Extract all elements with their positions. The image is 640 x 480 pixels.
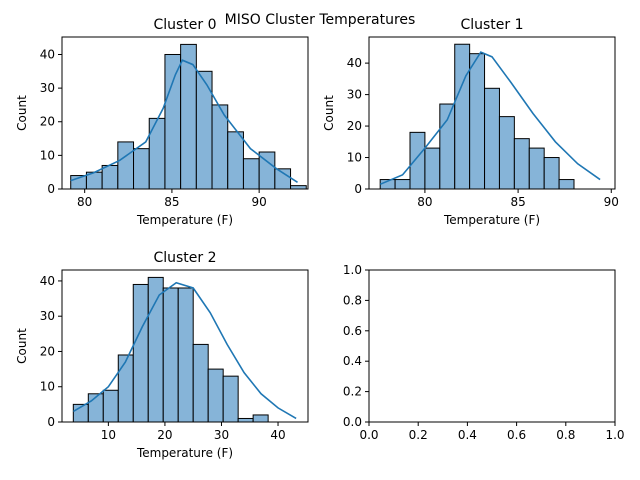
x-tick-label: 0.0 — [359, 428, 378, 442]
histogram-bar — [207, 368, 224, 423]
histogram-bar — [528, 147, 545, 190]
histogram-bar — [117, 141, 135, 190]
subplot-0: 80 85 90 0 10 20 30 40 Cluster 0 Temperature (F) C… — [15, 17, 309, 227]
kde-line — [72, 281, 297, 420]
axes-frame — [61, 269, 309, 423]
histogram-bar — [558, 179, 575, 190]
y-tick-label: 1.0 — [343, 263, 362, 277]
x-tick-label: 90 — [252, 195, 267, 209]
y-tick-label: 30 — [40, 309, 55, 323]
histogram-bar — [454, 43, 471, 190]
y-tick-label: 20 — [40, 115, 55, 129]
y-tick-label: 20 — [40, 344, 55, 358]
y-tick-label: 0.2 — [343, 385, 362, 399]
y-axis-label: Count — [15, 95, 29, 131]
x-tick-label: 10 — [101, 428, 116, 442]
subplot-title: Cluster 0 — [153, 17, 216, 33]
histogram-bar — [424, 147, 441, 190]
y-tick-label: 40 — [40, 47, 55, 61]
y-tick-label: 40 — [40, 274, 55, 288]
histogram-bar — [102, 389, 119, 423]
x-axis-label: Temperature (F) — [443, 213, 540, 227]
y-tick-label: 10 — [40, 380, 55, 394]
x-axis-label: Temperature (F) — [136, 446, 233, 460]
y-tick-label: 10 — [347, 151, 362, 165]
x-tick-label: 0.6 — [507, 428, 526, 442]
x-tick-label: 80 — [77, 195, 92, 209]
histogram-bar — [164, 53, 182, 190]
histogram-bar — [484, 87, 500, 190]
subplot-title: Cluster 1 — [460, 17, 523, 33]
histogram-bar — [147, 276, 164, 423]
x-tick-label: 90 — [604, 195, 619, 209]
kde-line — [379, 51, 601, 186]
x-tick-label: 0.4 — [458, 428, 477, 442]
histogram-bar — [469, 53, 486, 190]
y-tick-label: 30 — [347, 88, 362, 102]
y-tick-label: 20 — [347, 119, 362, 133]
histogram-bar — [101, 164, 119, 190]
x-tick-label: 80 — [417, 195, 432, 209]
y-tick-label: 0 — [47, 415, 55, 429]
y-tick-label: 0.4 — [343, 354, 362, 368]
histogram-bar — [162, 287, 179, 423]
histogram-bar — [513, 138, 530, 190]
subplot-1: 80 85 90 0 10 20 30 40 Cluster 1 Temperature (F) C… — [322, 17, 619, 227]
x-tick-label: 20 — [157, 428, 172, 442]
histogram-bar — [133, 148, 150, 190]
subplot-3: 0.0 0.2 0.4 0.6 0.8 1.0 0.0 0.2 0.4 0.6 0.8 1.0 — [343, 263, 625, 442]
histogram-bar — [222, 375, 239, 423]
histogram-bar — [192, 343, 209, 423]
y-tick-label: 0 — [47, 182, 55, 196]
histogram-bar — [227, 131, 244, 190]
histogram-bar — [242, 158, 260, 190]
x-tick-label: 40 — [270, 428, 285, 442]
x-axis-label: Temperature (F) — [136, 213, 233, 227]
y-tick-label: 30 — [40, 81, 55, 95]
subplot-2: 10 20 30 40 0 10 20 30 40 Cluster 2 Temperature (F… — [15, 250, 309, 460]
x-tick-label: 0.8 — [556, 428, 575, 442]
axes-frame — [368, 269, 616, 423]
histogram-bar — [117, 354, 134, 423]
subplot-title: Cluster 2 — [153, 250, 216, 266]
x-tick-label: 1.0 — [605, 428, 624, 442]
y-tick-label: 10 — [40, 148, 55, 162]
histogram-bar — [394, 179, 411, 190]
y-axis-label: Count — [15, 328, 29, 364]
x-tick-label: 85 — [164, 195, 179, 209]
histogram-bar — [132, 283, 149, 423]
kde-line — [70, 59, 298, 183]
histogram-bar — [252, 414, 269, 423]
histogram-bar — [498, 116, 515, 190]
x-tick-label: 0.2 — [409, 428, 428, 442]
y-axis-label: Count — [322, 95, 336, 131]
x-tick-label: 30 — [214, 428, 229, 442]
histogram-bar — [177, 287, 194, 423]
y-tick-label: 0.8 — [343, 293, 362, 307]
histogram-bar — [439, 103, 456, 190]
histogram-bar — [290, 185, 307, 190]
histogram-bar — [409, 131, 426, 190]
axes-frame — [61, 36, 309, 190]
x-tick-label: 85 — [510, 195, 525, 209]
figure-title: MISO Cluster Temperatures — [225, 12, 416, 28]
y-tick-label: 0.0 — [343, 415, 362, 429]
axes-frame — [368, 36, 616, 190]
histogram-bar — [543, 157, 560, 190]
histogram-bar — [237, 417, 254, 423]
y-tick-label: 0 — [354, 182, 362, 196]
y-tick-label: 0.6 — [343, 324, 362, 338]
y-tick-label: 40 — [347, 56, 362, 70]
